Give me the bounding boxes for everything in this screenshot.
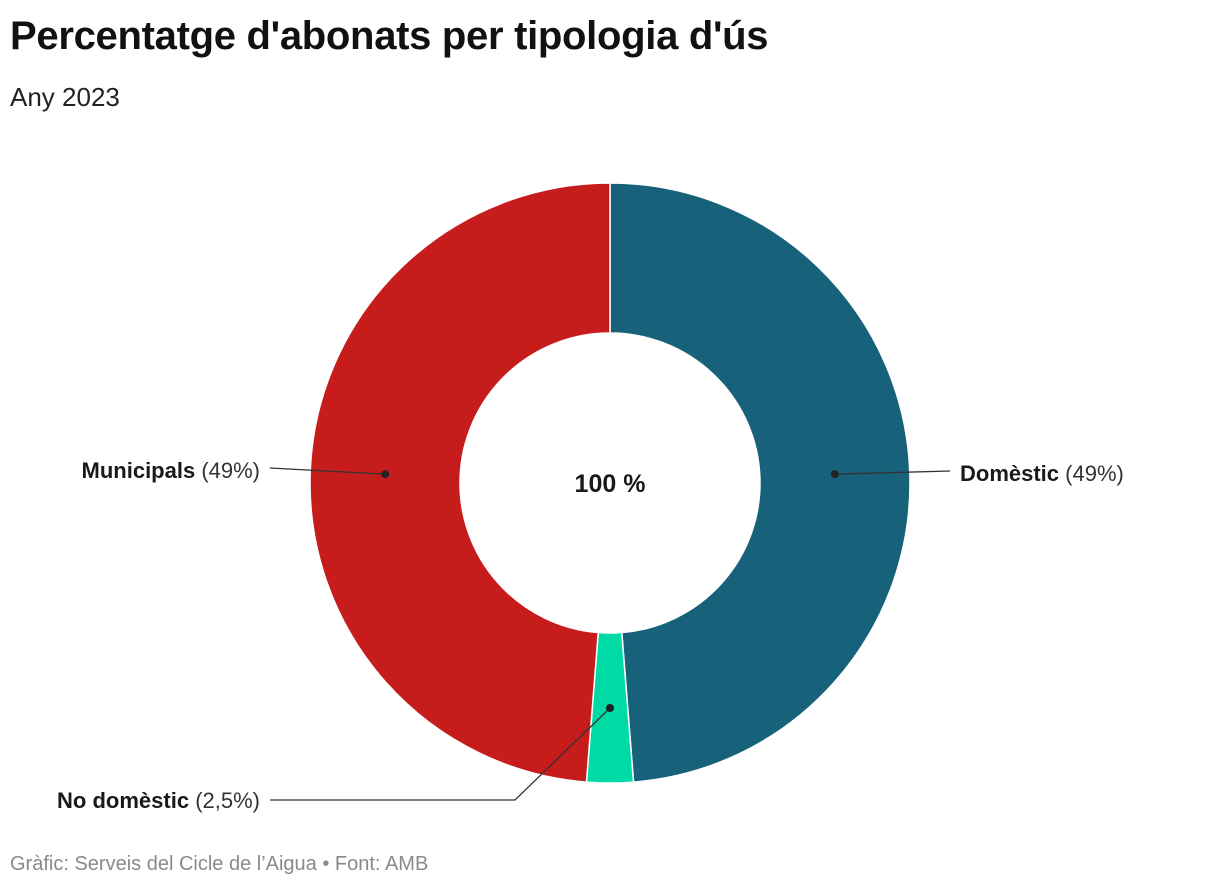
slice-label-domestic: Domèstic (49%) — [960, 461, 1124, 486]
leader-dot-municipals — [381, 470, 390, 479]
chart-subtitle: Any 2023 — [10, 82, 120, 112]
source-footer: Gràfic: Serveis del Cicle de l’Aigua • F… — [10, 853, 429, 875]
leader-line-municipals — [269, 467, 386, 475]
slice-domestic — [609, 182, 911, 783]
slice-municipals — [309, 182, 611, 783]
leader-line-no-domestic — [270, 707, 611, 801]
leader-dot-domestic — [830, 470, 839, 479]
slice-label-name: Municipals — [82, 458, 196, 483]
slice-label-value: (49%) — [195, 458, 260, 483]
slice-labels: Domèstic (49%) No domèstic (2,5%) Municipa… — [57, 458, 1124, 813]
chart-title: Percentatge d'abonats per tipologia d'ús — [10, 14, 769, 58]
leader-line-domestic — [834, 470, 951, 475]
leader-dot-no-domestic — [606, 704, 614, 712]
center-total-label: 100 % — [575, 470, 646, 498]
slice-label-name: Domèstic — [960, 461, 1059, 486]
slice-label-municipals: Municipals (49%) — [82, 458, 260, 483]
slice-label-name: No domèstic — [57, 788, 189, 813]
slice-label-no-domestic: No domèstic (2,5%) — [57, 788, 260, 813]
donut-slices — [309, 182, 911, 784]
slice-label-value: (2,5%) — [189, 788, 260, 813]
slice-label-value: (49%) — [1059, 461, 1124, 486]
leader-lines — [269, 467, 951, 801]
